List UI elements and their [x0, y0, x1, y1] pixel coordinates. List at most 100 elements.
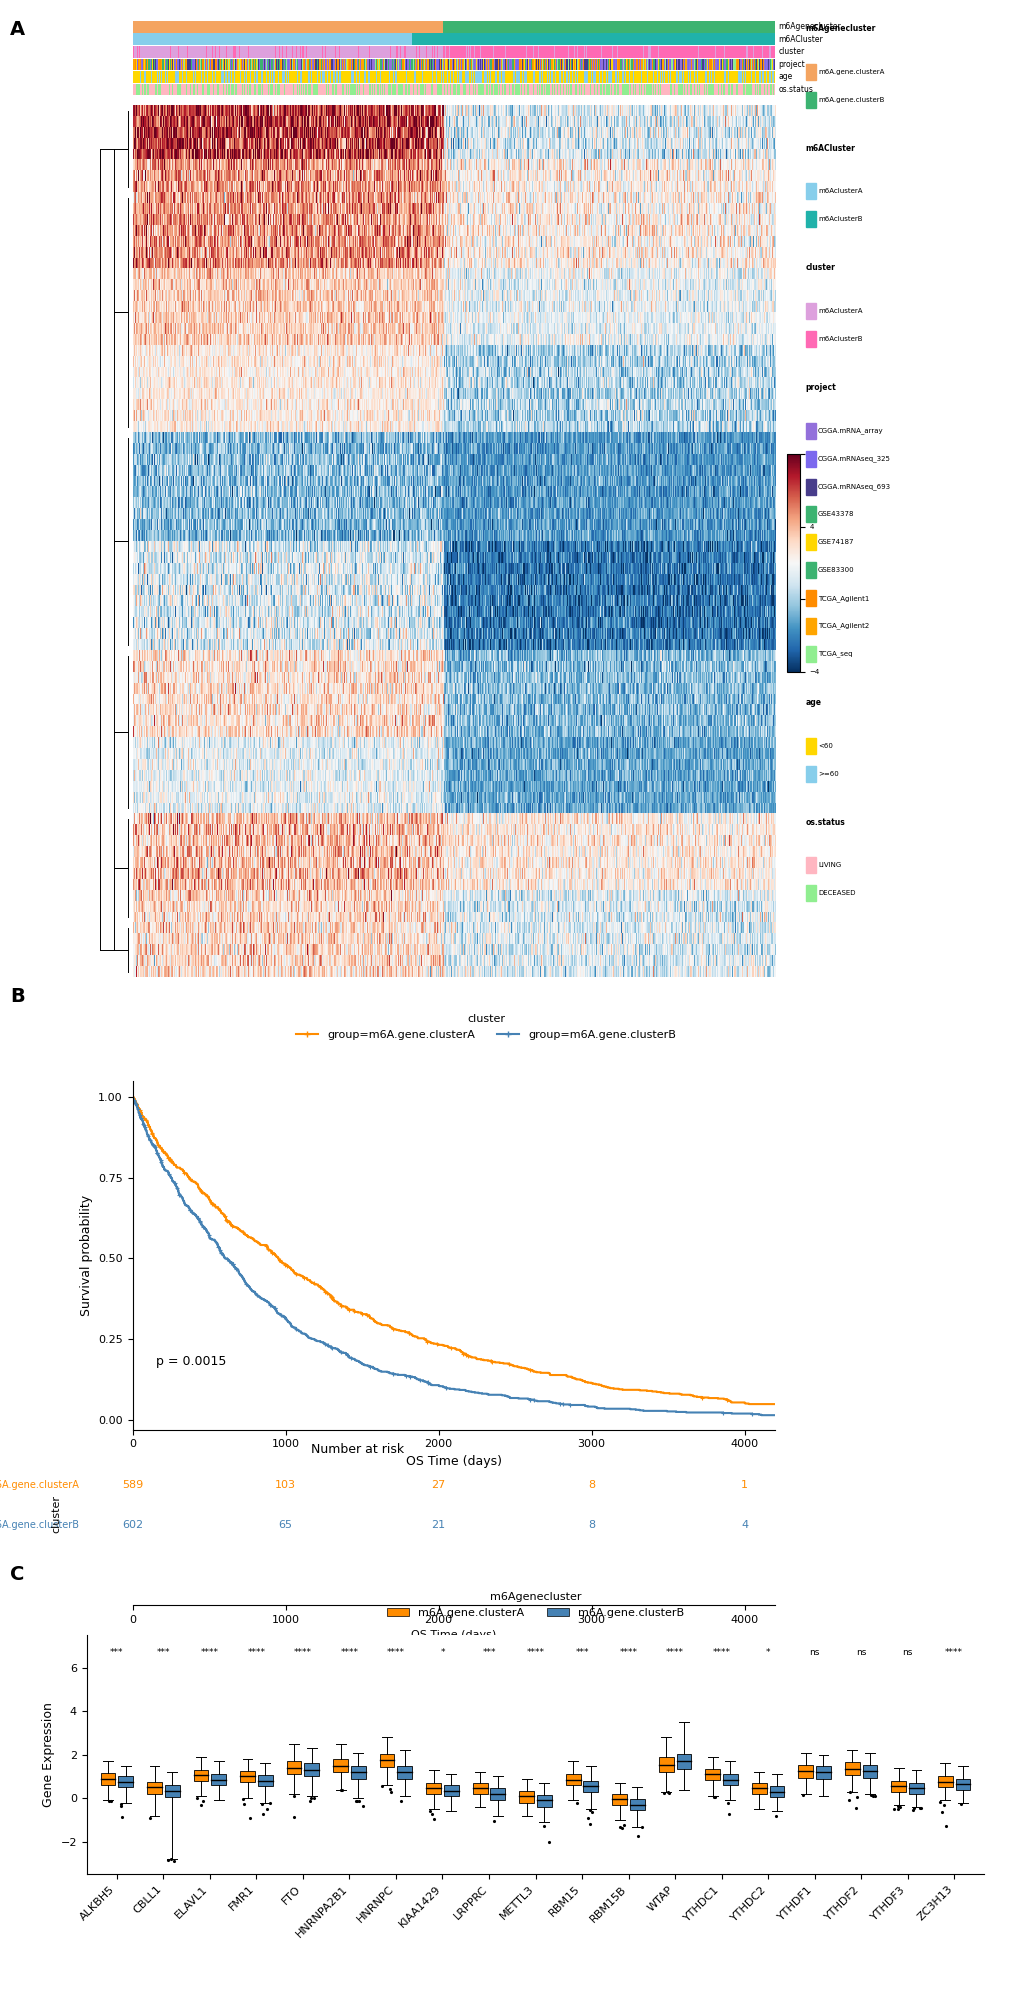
Text: ****: **** — [248, 1647, 265, 1657]
Text: >=60: >=60 — [817, 770, 838, 778]
Bar — [132, 34, 412, 46]
Text: m6ACluster: m6ACluster — [777, 34, 822, 44]
Text: m6AclusterA: m6AclusterA — [817, 307, 862, 315]
Text: group=m6A.gene.clusterA: group=m6A.gene.clusterA — [0, 1480, 79, 1490]
Bar — [955, 1779, 969, 1789]
group=m6A.gene.clusterA — [209, 1194, 221, 1218]
Bar — [815, 1765, 830, 1779]
Bar — [304, 1763, 319, 1777]
Bar — [676, 1753, 691, 1769]
Text: m6AclusterB: m6AclusterB — [817, 335, 862, 343]
Bar — [844, 1763, 859, 1775]
Bar — [630, 1799, 644, 1811]
Text: Number at risk: Number at risk — [311, 1442, 404, 1456]
Bar — [132, 22, 443, 32]
Bar — [239, 1771, 255, 1783]
Text: LIVING: LIVING — [817, 861, 841, 869]
Text: ***: *** — [157, 1647, 170, 1657]
Text: GSE74187: GSE74187 — [817, 538, 854, 546]
group=m6A.gene.clusterA — [768, 1392, 781, 1416]
Text: cluster: cluster — [777, 48, 804, 56]
Text: group=m6A.gene.clusterB: group=m6A.gene.clusterB — [0, 1519, 79, 1531]
Bar — [908, 1783, 923, 1795]
Bar — [443, 1785, 459, 1797]
group=m6A.gene.clusterB — [768, 1404, 781, 1428]
Line: group=m6A.gene.clusterA: group=m6A.gene.clusterA — [132, 1097, 774, 1404]
Text: TCGA_Agilent2: TCGA_Agilent2 — [817, 622, 868, 630]
Text: ns: ns — [855, 1647, 865, 1657]
group=m6A.gene.clusterB — [244, 1276, 256, 1300]
Bar — [936, 1777, 952, 1787]
Text: ns: ns — [808, 1647, 819, 1657]
Text: <60: <60 — [817, 742, 833, 750]
Text: ****: **** — [665, 1647, 684, 1657]
Text: 8: 8 — [588, 1519, 594, 1531]
Text: ***: *** — [482, 1647, 495, 1657]
Text: m6ACluster: m6ACluster — [805, 144, 855, 154]
group=m6A.gene.clusterB — [249, 1280, 261, 1304]
Text: GSE83300: GSE83300 — [817, 566, 854, 574]
Bar — [658, 1757, 673, 1773]
Text: project: project — [805, 383, 836, 393]
X-axis label: OS Time (days): OS Time (days) — [406, 1456, 501, 1468]
Text: ****: **** — [293, 1647, 312, 1657]
Legend: m6A.gene.clusterA, m6A.gene.clusterB: m6A.gene.clusterA, m6A.gene.clusterB — [382, 1587, 688, 1623]
Text: 103: 103 — [275, 1480, 296, 1490]
Text: C: C — [10, 1565, 24, 1585]
Text: m6Agenecluster: m6Agenecluster — [777, 22, 841, 32]
Bar — [798, 1765, 812, 1777]
group=m6A.gene.clusterA — [167, 1151, 179, 1174]
Text: CGGA.mRNAseq_693: CGGA.mRNAseq_693 — [817, 483, 891, 491]
Bar — [101, 1773, 115, 1785]
Bar — [583, 1781, 598, 1793]
Text: 1: 1 — [741, 1480, 747, 1490]
Text: project: project — [777, 60, 804, 70]
Text: ***: *** — [110, 1647, 123, 1657]
Text: m6AclusterA: m6AclusterA — [817, 187, 862, 195]
Bar — [286, 1761, 302, 1775]
Bar — [490, 1789, 504, 1801]
Text: *: * — [765, 1647, 769, 1657]
Text: A: A — [10, 20, 25, 40]
Text: ****: **** — [340, 1647, 358, 1657]
Bar — [397, 1765, 412, 1779]
Text: CGGA.mRNAseq_325: CGGA.mRNAseq_325 — [817, 455, 890, 463]
Text: 21: 21 — [431, 1519, 445, 1531]
group=m6A.gene.clusterB — [193, 1208, 205, 1232]
Text: 27: 27 — [431, 1480, 445, 1490]
Bar — [258, 1775, 272, 1787]
Legend: group=m6A.gene.clusterA, group=m6A.gene.clusterB: group=m6A.gene.clusterA, group=m6A.gene.… — [291, 1009, 680, 1045]
Text: ns: ns — [902, 1647, 912, 1657]
Bar — [426, 1783, 440, 1795]
Bar — [566, 1775, 580, 1785]
Text: B: B — [10, 987, 24, 1007]
Text: DECEASED: DECEASED — [817, 889, 855, 897]
Text: ****: **** — [712, 1647, 730, 1657]
group=m6A.gene.clusterA — [347, 1300, 360, 1324]
group=m6A.gene.clusterB — [285, 1314, 298, 1338]
Line: group=m6A.gene.clusterB: group=m6A.gene.clusterB — [132, 1097, 774, 1416]
Bar — [147, 1783, 162, 1795]
Text: m6AclusterB: m6AclusterB — [817, 215, 862, 223]
Bar — [118, 1777, 133, 1787]
group=m6A.gene.clusterB — [126, 1085, 139, 1109]
Text: GSE43378: GSE43378 — [817, 510, 854, 518]
group=m6A.gene.clusterA — [167, 1153, 179, 1176]
Bar — [519, 1791, 534, 1803]
Y-axis label: Gene Expression: Gene Expression — [42, 1703, 55, 1807]
Bar — [412, 34, 774, 46]
Text: 4: 4 — [741, 1519, 747, 1531]
Bar — [536, 1795, 551, 1807]
Bar — [862, 1765, 876, 1777]
Text: 602: 602 — [122, 1519, 143, 1531]
Text: *: * — [440, 1647, 444, 1657]
group=m6A.gene.clusterB — [409, 1366, 421, 1390]
Bar — [891, 1781, 905, 1793]
Bar — [751, 1783, 766, 1795]
Text: m6A.gene.clusterB: m6A.gene.clusterB — [817, 96, 883, 104]
group=m6A.gene.clusterA — [742, 1392, 754, 1416]
Bar — [768, 1787, 784, 1797]
Text: 8: 8 — [588, 1480, 594, 1490]
Text: ****: **** — [526, 1647, 544, 1657]
Text: TCGA_seq: TCGA_seq — [817, 650, 852, 658]
